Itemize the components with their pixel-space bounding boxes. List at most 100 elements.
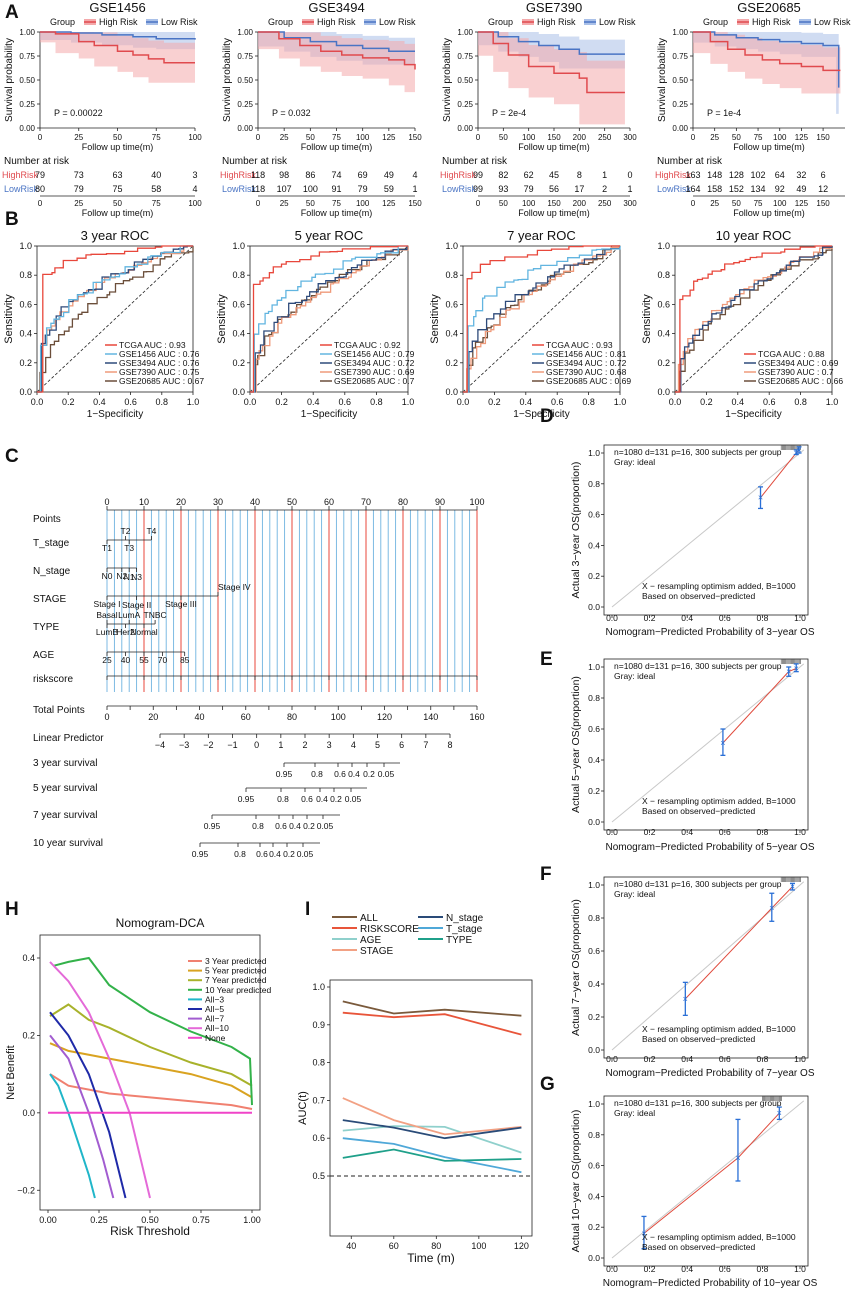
km-xlabel: Follow up time(m) [733,142,805,152]
x-tick-label: 100 [773,133,787,142]
row-tick-label: Normal [130,627,158,637]
cal-xlabel: Nomogram−Predicted Probability of 5−year… [606,842,815,853]
risk-count-low: 91 [331,184,341,194]
roc-curve-4 [37,246,194,393]
roc-frame [462,245,621,393]
roc-legend-item: GSE20685 AUC : 0.67 [119,376,204,386]
y-tick-label: 0.5 [312,1171,325,1181]
row-tick-label: Stage IV [218,582,251,592]
panel-letter-e: E [540,649,553,670]
y-tick-label: 1.00 [457,28,473,37]
risk-count-high: 6 [821,170,826,180]
risk-x-tick-label: 25 [74,199,83,208]
risk-count-high: 163 [685,170,700,180]
risk-x-tick-label: 75 [152,199,161,208]
panel-letter-f: F [540,864,552,885]
roc-diagonal [36,245,194,393]
risk-count-high: 63 [112,170,122,180]
y-tick-label: 1.0 [445,241,458,251]
x-tick-label: 0.6 [339,397,352,407]
cal-y-tick-label: 0.6 [588,1161,600,1171]
curve-low-risk [40,31,196,40]
survival-tick-label: 0.8 [311,769,323,779]
risk-x-tick-label: 0 [256,199,261,208]
row-tick-label: N0 [102,571,113,581]
risk-x-tick-label: 0 [691,199,696,208]
cal-y-tick-label: 0.2 [588,1222,600,1232]
curve-high-risk [40,31,195,64]
roc-curve-2 [250,245,409,393]
risk-x-tick-label: 50 [113,199,122,208]
dca-line [49,1011,127,1199]
roc-title: 10 year ROC [716,228,792,243]
dca-legend-item: All−7 [205,1014,224,1024]
dca-legend-item: All−10 [205,1023,229,1033]
cal-y-tick-label: 1.0 [588,1099,600,1109]
risk-count-low: 118 [251,184,265,194]
x-tick-label: 25 [710,133,719,142]
x-tick-label: 0 [476,133,481,142]
risk-count-low: 12 [818,184,828,194]
risk-xlabel: Follow up time(m) [301,208,373,218]
points-tick-label: 20 [176,497,186,507]
y-tick-label: 1.00 [237,28,253,37]
cal-frame [603,658,809,831]
cal-xlabel: Nomogram−Predicted Probability of 3−year… [606,627,815,638]
y-tick-label: 0.50 [672,76,688,85]
risk-x-tick-label: 25 [710,199,719,208]
cal-ylabel: Actual 10−year OS(proportion) [570,1110,582,1253]
points-tick-label: 10 [139,497,149,507]
row-tick-label: 40 [121,655,131,665]
y-tick-label: 0.25 [237,100,253,109]
survival-label: 5 year survival [33,783,97,794]
roc-curve-4 [463,245,620,393]
y-tick-label: 0.2 [445,358,458,368]
cal-y-tick-label: 0.8 [588,913,600,923]
cal-point-marker: × [720,738,725,748]
cal-point-marker: × [769,903,774,913]
cal-y-tick-label: 0.2 [588,1012,600,1022]
calibration-panel-0: 0.00.00.20.20.40.40.60.60.80.81.01.0Actu… [570,444,815,638]
y-tick-label: 0.6 [19,299,32,309]
y-tick-label: 0.0 [22,1108,35,1118]
km-legend-high: High Risk [752,17,791,27]
dca-legend-item: 10 Year predicted [205,985,271,995]
roc-title: 3 year ROC [81,228,150,243]
y-tick-label: 0.75 [672,52,688,61]
risk-xlabel: Follow up time(m) [82,208,154,218]
row-label-t_stage: T_stage [33,538,70,549]
cal-point-marker: × [758,493,763,503]
cal-note-optimism: X − resampling optimism added, B=1000 [642,581,796,591]
cal-observed-line [684,886,793,1000]
x-tick-label: 1.00 [243,1215,261,1225]
cal-note-optimism: X − resampling optimism added, B=1000 [642,796,796,806]
y-tick-label: 0.6 [312,1133,325,1143]
y-tick-label: 0.6 [232,299,245,309]
cal-note-optimism: X − resampling optimism added, B=1000 [642,1232,796,1242]
cal-xlabel: Nomogram−Predicted Probability of 10−yea… [603,1278,818,1289]
y-tick-label: 0.2 [657,358,670,368]
km-legend-low: Low Risk [379,17,416,27]
y-tick-label: 0.2 [19,358,32,368]
cal-y-tick-label: 0.4 [588,1191,600,1201]
km-legend-low: Low Risk [161,17,198,27]
cal-y-tick-label: 0.4 [588,979,600,989]
lp-tick-label: −1 [227,740,237,750]
panel-letter-a: A [5,2,19,23]
km-legend-title: Group [268,17,293,27]
y-tick-label: 0.50 [19,76,35,85]
x-tick-label: 0.0 [31,397,44,407]
roc-xlabel: 1−Specificity [87,409,143,420]
risk-count-low: 92 [775,184,785,194]
km-legend-title: Group [50,17,75,27]
risk-count-high: 0 [627,170,632,180]
risk-count-high: 1 [602,170,607,180]
roc-curve-0 [675,245,832,393]
y-tick-label: 1.0 [312,982,325,992]
km-p-value: P = 0.00022 [54,108,103,118]
risk-count-high: 8 [577,170,582,180]
dca-legend-item: 5 Year predicted [205,966,267,976]
roc-panel-3: 10 year ROC 0.00.0 0.2 0.2 0.4 0.4 0.6 0.6 0.8 0.… [641,228,843,420]
risk-count-low: 1 [627,184,632,194]
